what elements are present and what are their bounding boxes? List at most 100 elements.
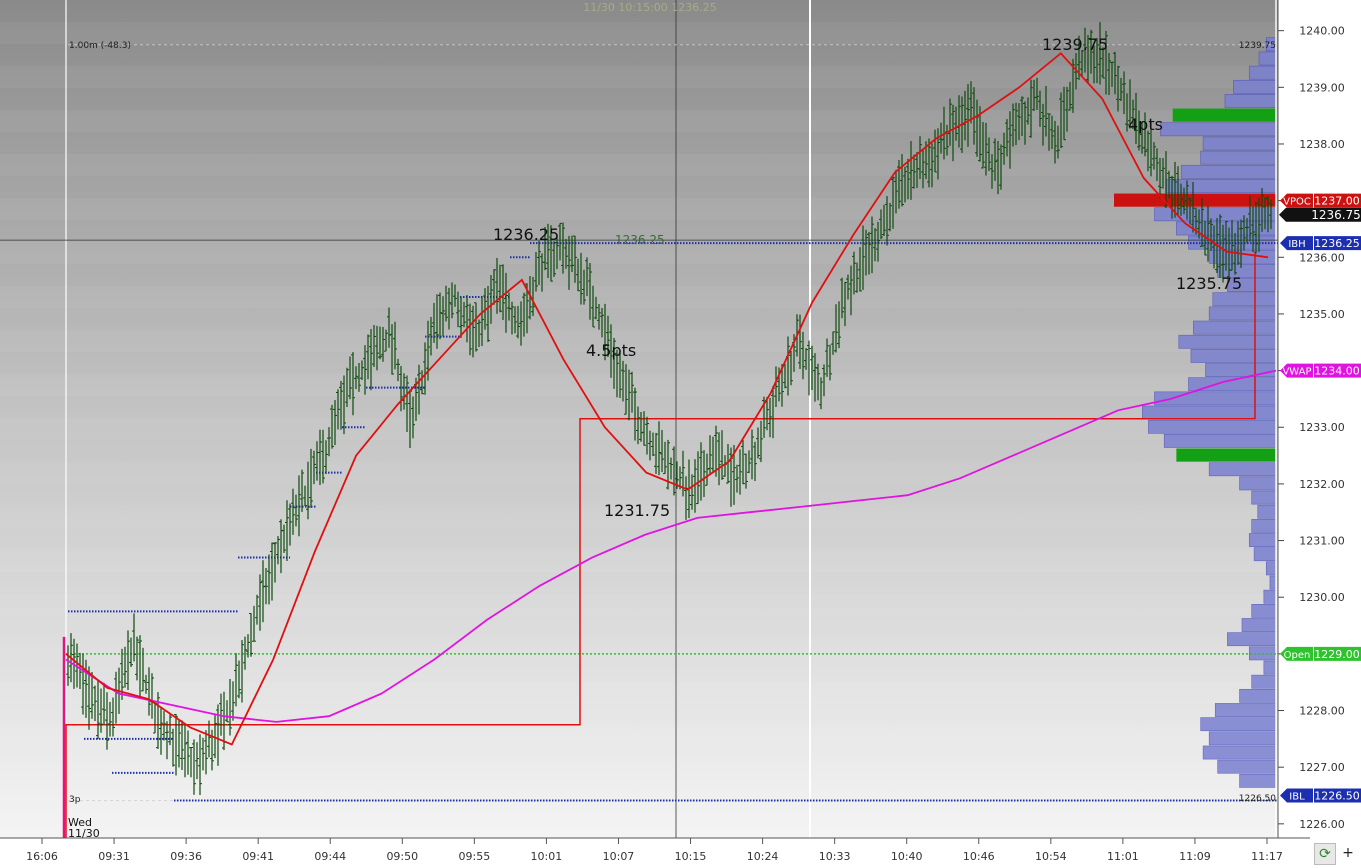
ibh-mid-label: 1236.25 <box>615 233 665 247</box>
range-step-line <box>65 251 1256 838</box>
profile-bar <box>1258 51 1277 66</box>
y-tick-label: 1233.00 <box>1299 421 1345 434</box>
profile-bar <box>1205 363 1277 377</box>
add-button[interactable]: + <box>1342 845 1354 861</box>
band <box>0 286 1278 308</box>
profile-bar <box>1217 759 1277 774</box>
date-label: Wed <box>68 816 92 829</box>
three-p-label: 3p <box>69 795 81 805</box>
x-tick-label: 10:54 <box>1035 850 1067 863</box>
x-tick-label: 09:36 <box>170 850 202 863</box>
profile-bar <box>1251 603 1277 618</box>
annotation-4-5pts: 4.5pts <box>586 341 636 360</box>
level-tag-label: VWAP <box>1282 367 1311 378</box>
profile-bar <box>1241 618 1277 632</box>
profile-bar <box>1227 632 1277 647</box>
profile-bar <box>1208 731 1277 746</box>
level-price-label: 1226.50 <box>1314 790 1360 803</box>
level-price-box <box>1314 193 1361 208</box>
time-axis-background <box>0 838 1361 864</box>
x-tick-label: 09:44 <box>314 850 346 863</box>
profile-bar-hvn <box>1176 448 1276 462</box>
band <box>0 330 1278 352</box>
band <box>0 638 1278 660</box>
profile-bar-poc <box>1114 193 1276 207</box>
y-tick-label: 1228.00 <box>1299 705 1345 718</box>
band <box>0 66 1278 88</box>
profile-bar <box>1253 547 1277 562</box>
profile-bar <box>1200 150 1277 165</box>
profile-bar <box>1263 660 1277 675</box>
x-tick-label: 10:01 <box>531 850 563 863</box>
profile-bar <box>1257 504 1277 519</box>
static-lines <box>0 0 1278 838</box>
band <box>0 594 1278 616</box>
profile-bar <box>1148 419 1277 434</box>
profile-bar <box>1160 122 1277 137</box>
y-tick-label: 1236.00 <box>1299 251 1345 264</box>
profile-bar <box>1163 434 1277 448</box>
band <box>0 506 1278 528</box>
profile-bar <box>1202 745 1277 760</box>
volume-profile <box>1114 37 1277 788</box>
y-tick-label: 1230.00 <box>1299 591 1345 604</box>
indicator-lines <box>65 52 1277 746</box>
level-price-box <box>1314 788 1361 803</box>
y-tick-label: 1232.00 <box>1299 478 1345 491</box>
profile-bar <box>1208 306 1277 321</box>
band <box>0 22 1278 44</box>
band <box>0 418 1278 440</box>
band <box>0 110 1278 132</box>
x-tick-label: 10:40 <box>891 850 923 863</box>
level-tag-label: VPOC <box>1283 197 1311 208</box>
level-tag-label: IBL <box>1289 792 1305 803</box>
level-tag-vwap <box>1280 363 1313 378</box>
profile-bar <box>1265 561 1277 576</box>
band <box>0 682 1278 704</box>
band <box>0 154 1278 176</box>
annotation-late-low: 1235.75 <box>1176 274 1242 293</box>
band <box>0 726 1278 748</box>
level-price-label: 1236.25 <box>1314 237 1360 250</box>
profile-bar <box>1251 490 1277 505</box>
x-tick-label: 10:33 <box>819 850 851 863</box>
band <box>0 814 1278 836</box>
annotation-4pts: 4pts <box>1128 115 1163 134</box>
profile-bar <box>1224 94 1277 108</box>
y-tick-label: 1240.00 <box>1299 25 1345 38</box>
y-tick-label: 1227.00 <box>1299 761 1345 774</box>
session-low-label: 1226.50 <box>1239 794 1276 804</box>
profile-bar <box>1178 334 1277 349</box>
last-price-label: 1236.75 <box>1311 208 1361 222</box>
y-tick-label: 1226.00 <box>1299 818 1345 831</box>
header-readout: 11/30 10:15:00 1236.25 <box>583 1 717 14</box>
x-tick-label: 10:07 <box>603 850 635 863</box>
price-axis-background <box>1278 0 1361 838</box>
profile-bar-hvn <box>1172 108 1276 122</box>
level-price-box <box>1314 363 1361 378</box>
refresh-icon[interactable]: ⟳ <box>1314 843 1336 865</box>
profile-bar <box>1180 164 1277 179</box>
profile-bar <box>1251 519 1277 533</box>
last-price-box <box>1279 207 1361 222</box>
level-price-label: 1234.00 <box>1314 365 1360 378</box>
profile-bar <box>1251 674 1277 689</box>
level-tags: IBH 1236.25 IBL 1226.50 Open 1229.00 VPOC 1237.… <box>1279 193 1361 803</box>
x-tick-label: 10:24 <box>747 850 779 863</box>
x-tick-label: 11:17 <box>1251 850 1283 863</box>
profile-bar <box>1269 575 1277 590</box>
annotation-pullback-low: 1231.75 <box>604 501 670 520</box>
profile-bar <box>1200 717 1277 732</box>
level-price-box <box>1314 236 1361 251</box>
x-tick-label: 11:01 <box>1107 850 1139 863</box>
y-tick-label: 1231.00 <box>1299 535 1345 548</box>
band <box>0 374 1278 396</box>
profile-bar <box>1214 703 1277 717</box>
level-tag-label: Open <box>1284 650 1311 661</box>
level-tag-ibl <box>1280 788 1313 803</box>
profile-bar <box>1190 349 1277 363</box>
profile-bar <box>1166 179 1277 193</box>
date-sub-label: 11/30 <box>68 827 100 840</box>
